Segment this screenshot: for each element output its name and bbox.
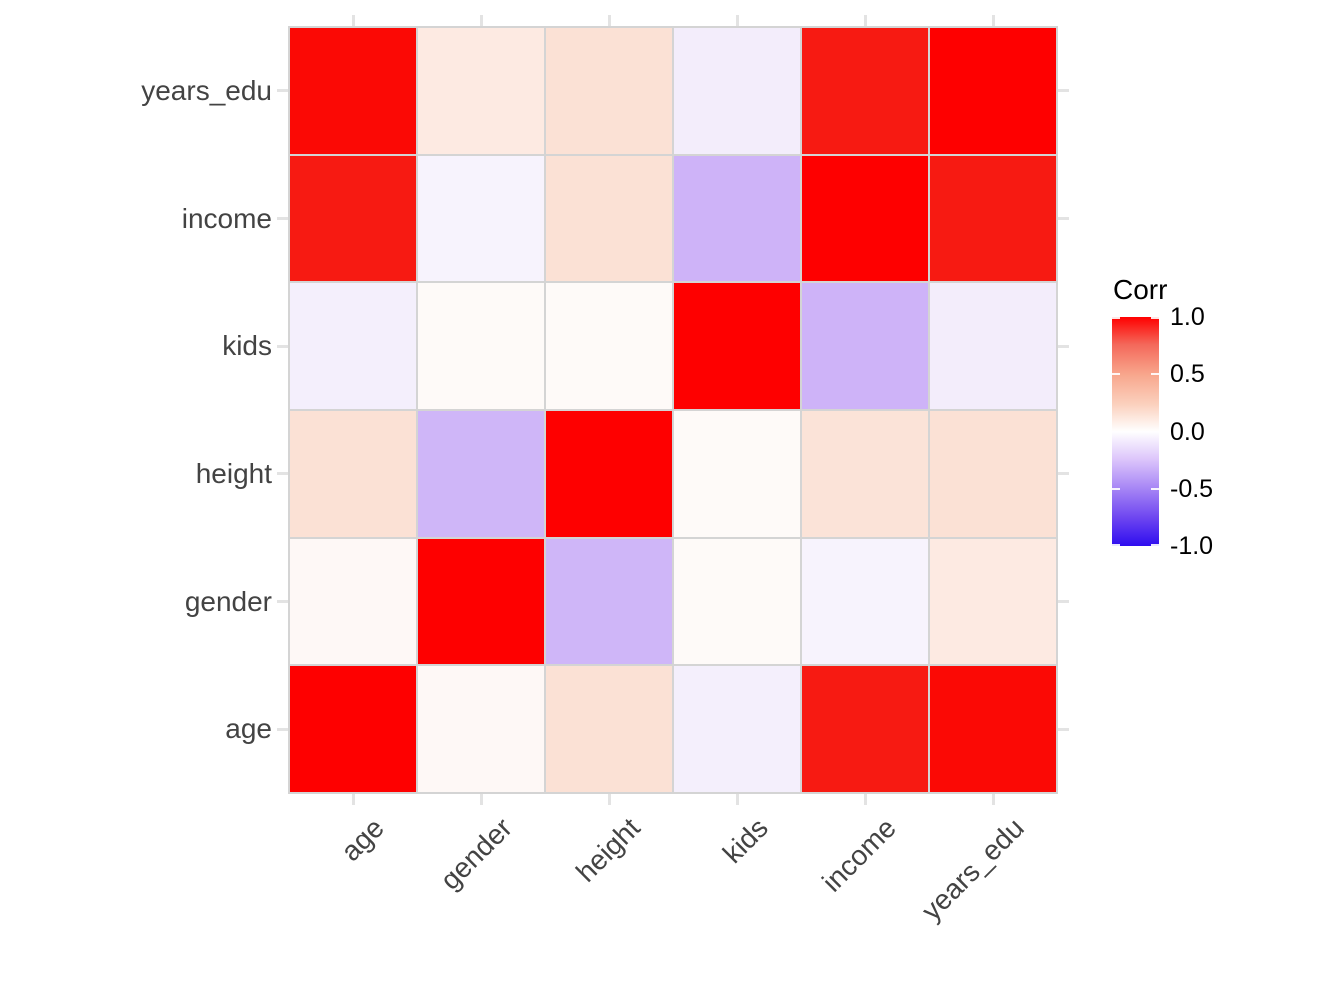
heatmap-cell <box>546 28 672 154</box>
heatmap-cell <box>290 410 416 537</box>
heatmap-cell <box>674 666 800 792</box>
axis-tick-left <box>277 600 288 603</box>
heatmap-cell <box>418 410 544 537</box>
axis-tick-bottom <box>607 794 611 805</box>
heatmap-cell <box>418 155 544 282</box>
axis-tick-left <box>277 472 288 476</box>
legend-colorbar-tick <box>1151 317 1159 319</box>
axis-tick-right <box>1058 472 1069 476</box>
axis-tick-left <box>277 727 288 731</box>
heatmap-cell <box>802 283 928 409</box>
heatmap-cell <box>290 538 416 665</box>
heatmap-cell <box>546 283 672 409</box>
heatmap-cell <box>930 155 1056 282</box>
heatmap-cell <box>802 666 928 792</box>
axis-tick-bottom <box>351 794 355 805</box>
heatmap-cell <box>674 28 800 154</box>
axis-tick-left <box>277 344 288 348</box>
legend-tick-label: 0.0 <box>1170 417 1205 446</box>
heatmap-cell <box>930 410 1056 537</box>
axis-tick-top <box>991 15 995 26</box>
axis-tick-right <box>1058 727 1069 731</box>
y-axis-label: kids <box>222 330 272 362</box>
legend-tick-label: -0.5 <box>1170 474 1214 503</box>
axis-tick-left <box>277 89 288 93</box>
legend-colorbar-tick <box>1151 487 1159 490</box>
axis-tick-right <box>1058 344 1069 348</box>
axis-tick-top <box>479 15 483 26</box>
axis-tick-right <box>1058 600 1069 603</box>
axis-tick-top <box>351 15 355 26</box>
legend-tick-label: 1.0 <box>1170 303 1205 331</box>
axis-tick-bottom <box>991 794 995 805</box>
heatmap-cell <box>418 538 544 665</box>
heatmap-cell <box>546 155 672 282</box>
heatmap-cell <box>802 410 928 537</box>
axis-tick-bottom <box>863 794 867 805</box>
heatmap-cell <box>674 155 800 282</box>
heatmap-cell <box>290 283 416 409</box>
heatmap-cell <box>290 28 416 154</box>
heatmap-cell <box>930 538 1056 665</box>
legend-colorbar-tick <box>1112 544 1120 546</box>
y-axis-label: income <box>181 202 272 234</box>
axis-tick-right <box>1058 89 1069 93</box>
correlation-heatmap-figure: years_edu income kids height gender age age ge… <box>141 15 1214 927</box>
legend-colorbar-tick <box>1112 487 1120 490</box>
heatmap-cell <box>290 155 416 282</box>
legend-colorbar-tick <box>1112 373 1120 376</box>
axis-tick-bottom <box>735 794 739 805</box>
heatmap-cell <box>802 155 928 282</box>
heatmap-cell <box>930 666 1056 792</box>
heatmap-panel <box>288 26 1058 794</box>
legend-title: Corr <box>1113 274 1168 305</box>
heatmap-cell <box>802 28 928 154</box>
y-axis-label: height <box>195 457 272 489</box>
axis-tick-right <box>1058 217 1069 220</box>
heatmap-cell <box>418 666 544 792</box>
heatmap-cell <box>674 410 800 537</box>
legend-colorbar-tick <box>1151 544 1159 546</box>
axis-tick-bottom <box>479 794 483 805</box>
heatmap-cell <box>418 28 544 154</box>
legend-colorbar-tick <box>1112 317 1120 319</box>
heatmap-cell <box>546 410 672 537</box>
legend-colorbar-tick <box>1151 373 1159 376</box>
heatmap-cell <box>546 538 672 665</box>
heatmap-cell <box>930 283 1056 409</box>
legend-tick-label: -1.0 <box>1170 532 1214 560</box>
axis-tick-top <box>607 15 611 26</box>
y-axis-label: gender <box>184 585 272 617</box>
axis-tick-top <box>735 15 739 26</box>
heatmap-cell <box>546 666 672 792</box>
heatmap-cell <box>930 28 1056 154</box>
legend-tick-label: 0.5 <box>1170 360 1205 389</box>
legend-colorbar <box>1112 317 1159 546</box>
axis-tick-left <box>277 217 288 220</box>
heatmap-cell <box>674 283 800 409</box>
axis-tick-top <box>863 15 867 26</box>
heatmap-cell <box>418 283 544 409</box>
heatmap-cell <box>290 666 416 792</box>
heatmap-cell <box>674 538 800 665</box>
heatmap-cell <box>802 538 928 665</box>
y-axis-label: age <box>225 713 272 745</box>
y-axis-label: years_edu <box>141 74 272 106</box>
